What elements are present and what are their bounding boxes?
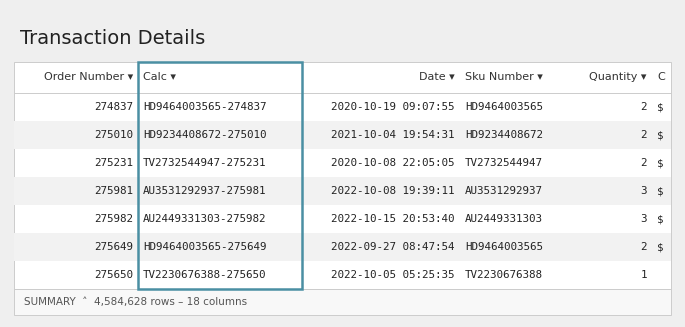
Text: $: $ [657, 214, 664, 224]
Text: 275650: 275650 [94, 270, 133, 280]
Text: $: $ [657, 186, 664, 196]
Text: AU2449331303-275982: AU2449331303-275982 [143, 214, 266, 224]
Text: Quantity ▾: Quantity ▾ [590, 73, 647, 82]
Text: TV2230676388: TV2230676388 [465, 270, 543, 280]
Text: AU3531292937-275981: AU3531292937-275981 [143, 186, 266, 196]
Text: 2022-09-27 08:47:54: 2022-09-27 08:47:54 [332, 242, 455, 252]
Text: HD9464003565: HD9464003565 [465, 242, 543, 252]
Text: TV2732544947-275231: TV2732544947-275231 [143, 158, 266, 168]
Text: HD9234408672-275010: HD9234408672-275010 [143, 130, 266, 140]
Bar [14, 177, 671, 205]
Bar [14, 289, 671, 315]
Text: HD9464003565-275649: HD9464003565-275649 [143, 242, 266, 252]
Text: HD9464003565-274837: HD9464003565-274837 [143, 102, 266, 112]
Bar [138, 62, 302, 289]
Text: 2020-10-08 22:05:05: 2020-10-08 22:05:05 [332, 158, 455, 168]
Text: Sku Number ▾: Sku Number ▾ [465, 73, 543, 82]
Text: 2022-10-15 20:53:40: 2022-10-15 20:53:40 [332, 214, 455, 224]
Text: Transaction Details: Transaction Details [20, 28, 205, 47]
Text: SUMMARY  ˄  4,584,628 rows – 18 columns: SUMMARY ˄ 4,584,628 rows – 18 columns [24, 297, 247, 307]
Text: 2022-10-08 19:39:11: 2022-10-08 19:39:11 [332, 186, 455, 196]
Bar [14, 233, 671, 261]
Text: HD9464003565: HD9464003565 [465, 102, 543, 112]
Text: 2021-10-04 19:54:31: 2021-10-04 19:54:31 [332, 130, 455, 140]
Text: Order Number ▾: Order Number ▾ [44, 73, 133, 82]
Text: 3: 3 [640, 186, 647, 196]
Text: Calc ▾: Calc ▾ [143, 73, 176, 82]
Text: 2: 2 [640, 130, 647, 140]
Text: 275981: 275981 [94, 186, 133, 196]
Text: HD9234408672: HD9234408672 [465, 130, 543, 140]
Text: Date ▾: Date ▾ [419, 73, 455, 82]
Text: 2: 2 [640, 102, 647, 112]
Bar [14, 62, 671, 289]
Text: 275982: 275982 [94, 214, 133, 224]
Text: 2022-10-05 05:25:35: 2022-10-05 05:25:35 [332, 270, 455, 280]
Text: 2: 2 [640, 158, 647, 168]
Text: $: $ [657, 102, 664, 112]
Text: $: $ [657, 242, 664, 252]
Text: AU3531292937: AU3531292937 [465, 186, 543, 196]
Text: $: $ [657, 130, 664, 140]
Text: AU2449331303: AU2449331303 [465, 214, 543, 224]
Text: 274837: 274837 [94, 102, 133, 112]
Text: TV2230676388-275650: TV2230676388-275650 [143, 270, 266, 280]
Text: 3: 3 [640, 214, 647, 224]
Text: 1: 1 [640, 270, 647, 280]
Text: $: $ [657, 158, 664, 168]
Text: 275231: 275231 [94, 158, 133, 168]
Text: 275010: 275010 [94, 130, 133, 140]
Text: 275649: 275649 [94, 242, 133, 252]
Text: TV2732544947: TV2732544947 [465, 158, 543, 168]
Bar [14, 121, 671, 149]
Text: C: C [657, 73, 664, 82]
Text: 2: 2 [640, 242, 647, 252]
Text: 2020-10-19 09:07:55: 2020-10-19 09:07:55 [332, 102, 455, 112]
